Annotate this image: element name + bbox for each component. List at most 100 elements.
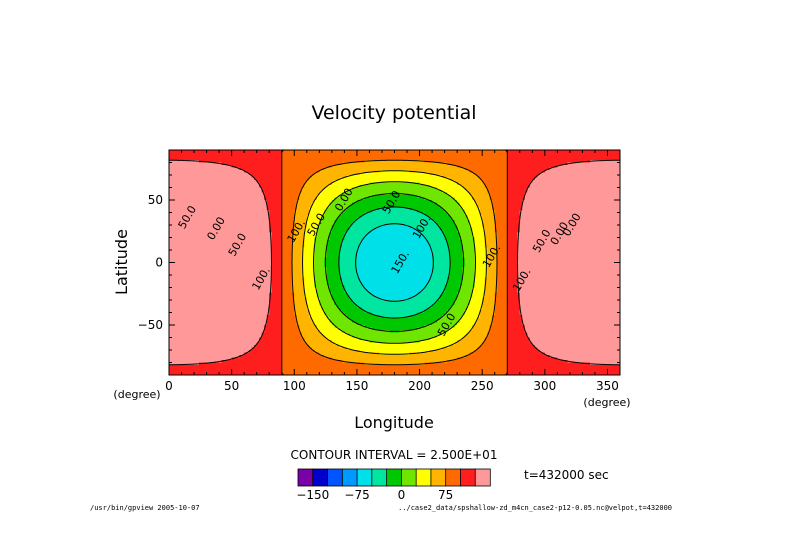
field-cell: [314, 272, 328, 276]
field-cell: [462, 247, 476, 251]
field-cell: [519, 217, 620, 221]
x-tick-label: 250: [471, 379, 494, 393]
field-cell: [346, 175, 443, 179]
field-cell: [314, 282, 328, 286]
field-cell: [487, 265, 498, 269]
field-cell: [522, 200, 620, 204]
field-cell: [281, 152, 508, 156]
field-cell: [497, 272, 508, 276]
field-cell: [339, 260, 358, 264]
field-cell: [424, 310, 448, 314]
field-cell: [326, 282, 343, 286]
field-cell: [507, 365, 620, 369]
field-cell: [432, 262, 451, 266]
field-cell: [507, 192, 526, 196]
field-cell: [464, 355, 508, 359]
field-cell: [291, 277, 305, 281]
field-cell: [339, 257, 358, 261]
field-cell: [281, 327, 300, 331]
field-cell: [507, 227, 521, 231]
field-cell: [304, 230, 318, 234]
field-cell: [349, 317, 441, 321]
field-cell: [364, 285, 426, 289]
contour-line: [313, 181, 476, 344]
field-cell: [427, 240, 448, 244]
field-cell: [326, 185, 361, 189]
field-cell: [494, 210, 508, 214]
field-cell: [314, 350, 361, 354]
field-cell: [354, 302, 436, 306]
field-cell: [449, 257, 466, 261]
field-cell: [449, 250, 463, 254]
field-cell: [169, 370, 283, 374]
field-cell: [344, 235, 366, 239]
field-cell: [344, 237, 366, 241]
field-cell: [444, 287, 461, 291]
field-cell: [324, 257, 340, 261]
field-cell: [339, 177, 451, 181]
field-cell: [419, 182, 458, 186]
field-cell: [479, 345, 508, 349]
field-cell: [519, 300, 620, 304]
field-cell: [311, 320, 330, 324]
field-cell: [331, 295, 350, 299]
field-cell: [306, 222, 320, 226]
field-cell: [469, 192, 491, 196]
field-cell: [361, 215, 428, 219]
field-cell: [434, 220, 456, 224]
field-cell: [304, 245, 315, 249]
field-cell: [281, 357, 333, 361]
field-cell: [469, 352, 508, 356]
field-cell: [484, 182, 508, 186]
field-cell: [494, 215, 508, 219]
field-cell: [334, 197, 366, 201]
field-cell: [281, 202, 298, 206]
field-cell: [484, 292, 496, 296]
field-cell: [299, 195, 318, 199]
field-cell: [507, 237, 518, 241]
field-cell: [484, 235, 498, 239]
field-cell: [341, 192, 391, 196]
field-cell: [269, 225, 283, 229]
field-cell: [474, 350, 508, 354]
field-cell: [459, 285, 476, 289]
field-cell: [271, 250, 283, 254]
field-cell: [534, 177, 620, 181]
field-cell: [467, 190, 488, 194]
field-cell: [281, 270, 293, 274]
field-cell: [356, 272, 433, 276]
field-cell: [316, 325, 335, 329]
colorbar-ticks: −150 −75 0 75: [296, 488, 453, 502]
field-cell: [281, 262, 293, 266]
field-cell: [484, 285, 498, 289]
field-cell: [304, 285, 315, 289]
field-cell: [169, 225, 270, 229]
field-cell: [474, 267, 488, 271]
field-cell: [169, 280, 273, 284]
field-cell: [371, 312, 418, 316]
field-cell: [169, 312, 270, 316]
field-cell: [361, 307, 428, 311]
field-cell: [474, 242, 486, 246]
field-cell: [429, 185, 463, 189]
field-cell: [482, 225, 496, 229]
field-cell: [432, 252, 451, 256]
field-cell: [314, 280, 328, 284]
field-cell: [271, 262, 283, 266]
field-cell: [271, 252, 283, 256]
field-cell: [341, 330, 391, 334]
field-cell: [281, 250, 293, 254]
field-cell: [379, 207, 411, 211]
field-cell: [494, 305, 508, 309]
field-cell: [169, 350, 250, 354]
field-cell: [472, 235, 486, 239]
field-cell: [479, 312, 496, 316]
field-cell: [304, 227, 318, 231]
field-cell: [459, 287, 473, 291]
field-cell: [314, 267, 328, 271]
field-cell: [314, 247, 328, 251]
field-cell: [281, 177, 310, 181]
field-cell: [487, 275, 498, 279]
field-cell: [326, 337, 361, 341]
y-tick-label: 0: [155, 256, 163, 270]
